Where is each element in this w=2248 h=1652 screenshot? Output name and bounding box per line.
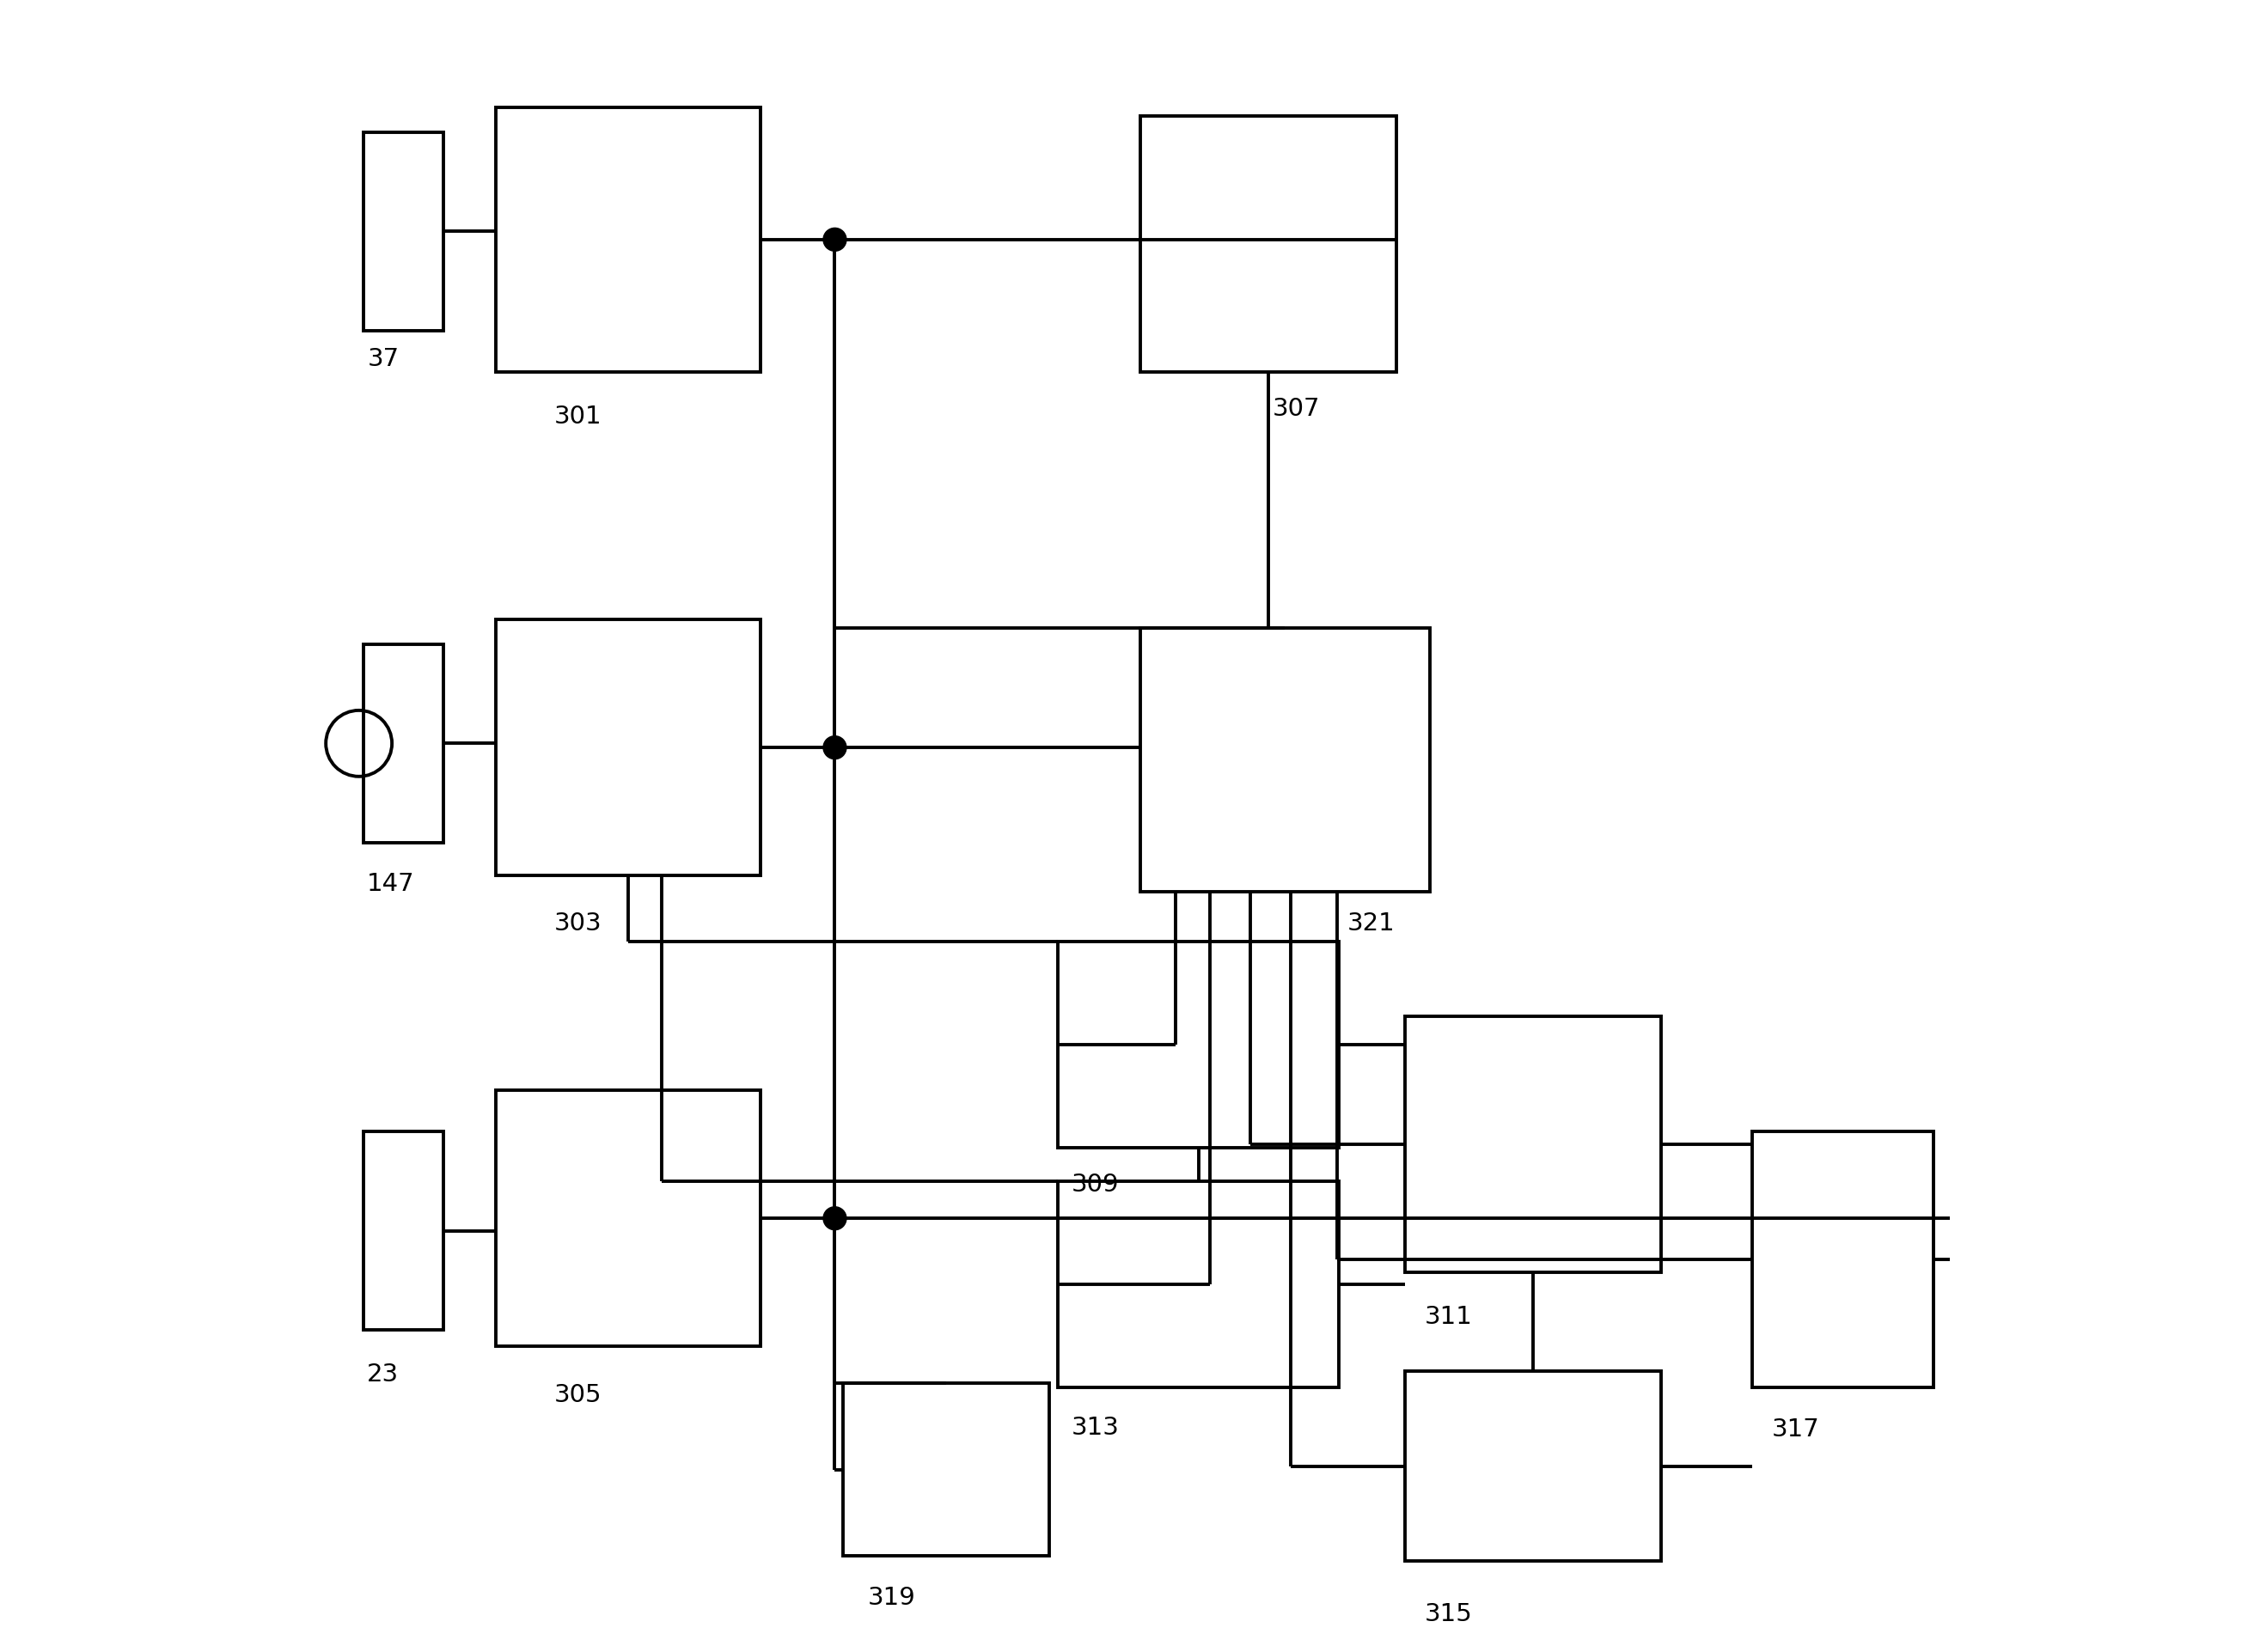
Bar	[1405, 1016, 1661, 1272]
Text: 147: 147	[366, 872, 416, 897]
Text: 301: 301	[553, 405, 602, 430]
Text: 321: 321	[1347, 912, 1396, 937]
Bar	[1405, 1371, 1661, 1561]
Text: 311: 311	[1425, 1305, 1472, 1330]
Circle shape	[823, 737, 847, 760]
Text: 305: 305	[553, 1383, 602, 1408]
Bar	[1140, 628, 1430, 892]
Bar	[843, 1383, 1050, 1556]
Circle shape	[823, 1206, 847, 1229]
Text: 319: 319	[868, 1586, 915, 1611]
Text: 307: 307	[1272, 396, 1320, 421]
Bar	[364, 132, 443, 330]
Text: 23: 23	[366, 1363, 400, 1388]
Bar	[1140, 116, 1396, 372]
Bar	[1751, 1132, 1933, 1388]
Bar	[1059, 942, 1340, 1148]
Circle shape	[823, 228, 847, 251]
Text: 315: 315	[1425, 1602, 1472, 1627]
Bar	[497, 107, 760, 372]
Bar	[1059, 1181, 1340, 1388]
Text: 37: 37	[366, 347, 400, 372]
Text: 309: 309	[1070, 1173, 1120, 1198]
Text: 303: 303	[553, 912, 602, 937]
Bar	[497, 1090, 760, 1346]
Bar	[364, 644, 443, 843]
Bar	[364, 1132, 443, 1330]
Bar	[497, 620, 760, 876]
Text: 317: 317	[1771, 1417, 1819, 1442]
Text: 313: 313	[1070, 1416, 1120, 1441]
